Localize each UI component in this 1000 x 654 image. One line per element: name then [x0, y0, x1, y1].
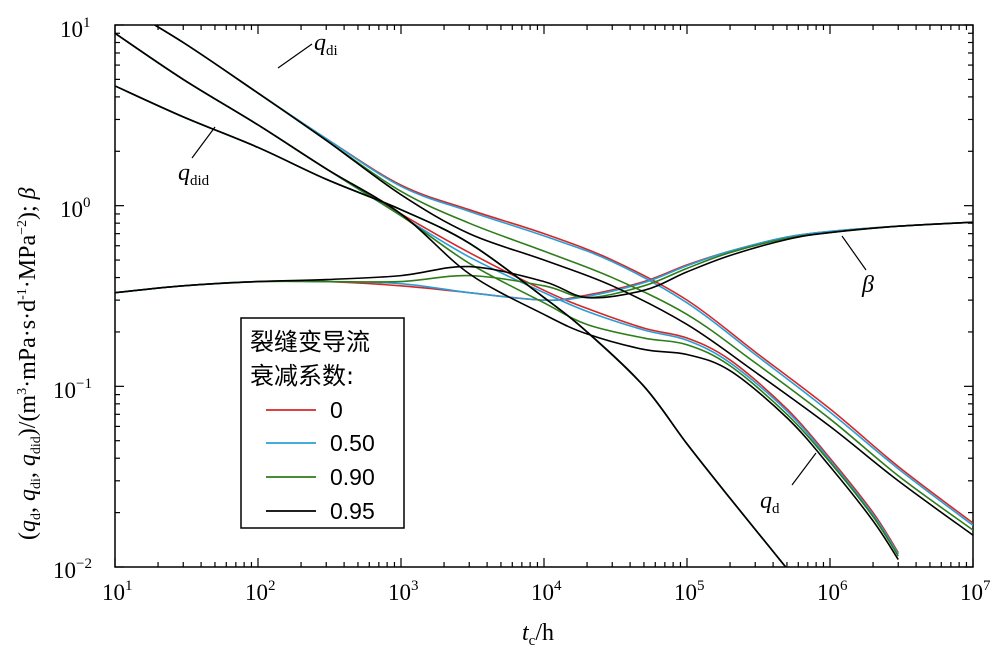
legend-title-line2: 衰减系数: [250, 362, 354, 390]
x-tick-label: 105 [674, 578, 705, 605]
x-tick-label: 103 [388, 578, 419, 605]
annotation-qdi: qdi [314, 30, 338, 59]
curve-annotations: qdi qdid β qd [178, 30, 874, 517]
y-tick-labels: 101 100 10−1 10−2 [53, 15, 92, 583]
x-tick-label: 104 [531, 578, 562, 605]
x-tick-label: 101 [102, 578, 133, 605]
x-tick-labels: 101 102 103 104 105 106 107 [102, 578, 991, 605]
x-tick-label: 102 [245, 578, 276, 605]
series-line-beta-095 [115, 221, 973, 299]
series-layer [115, 25, 973, 567]
x-tick-label: 107 [960, 578, 991, 605]
series-line-q_d-090 [115, 32, 899, 557]
series-line-q_did-095 [115, 85, 787, 567]
series-line-q_d-050 [115, 32, 899, 555]
y-axis-title: (qd, qdi, qdid)/(m3·mPa·s·d-1·MPa−2); β [15, 187, 44, 540]
legend-label-2: 0.90 [330, 464, 375, 490]
x-axis-title: tc/h [522, 620, 554, 649]
legend-box [240, 317, 405, 529]
legend-title-line1: 裂缝变导流 [250, 328, 370, 356]
annotation-leader-qd [791, 452, 817, 486]
legend-label-3: 0.95 [330, 498, 375, 524]
series-line-q_di-095 [153, 25, 973, 536]
y-tick-label: 101 [60, 15, 91, 42]
annotation-qd: qd [760, 488, 780, 517]
annotation-leader-qdid [191, 126, 216, 159]
legend-label-0: 0 [330, 397, 343, 423]
series-line-q_d-0 [115, 32, 899, 554]
series-line-q_d-095 [115, 32, 899, 560]
legend: 裂缝变导流 衰减系数: 0 0.50 0.90 0.95 [240, 317, 405, 529]
y-tick-label: 100 [60, 195, 91, 222]
annotation-leader-qdi [277, 43, 313, 69]
legend-label-1: 0.50 [330, 430, 375, 456]
x-tick-label: 106 [817, 578, 848, 605]
y-tick-label: 10−1 [53, 376, 92, 403]
annotation-beta: β [861, 272, 874, 298]
annotation-qdid: qdid [178, 160, 210, 189]
y-tick-label: 10−2 [53, 556, 92, 583]
annotation-leader-beta [841, 235, 867, 271]
tick-layer [114, 24, 974, 568]
